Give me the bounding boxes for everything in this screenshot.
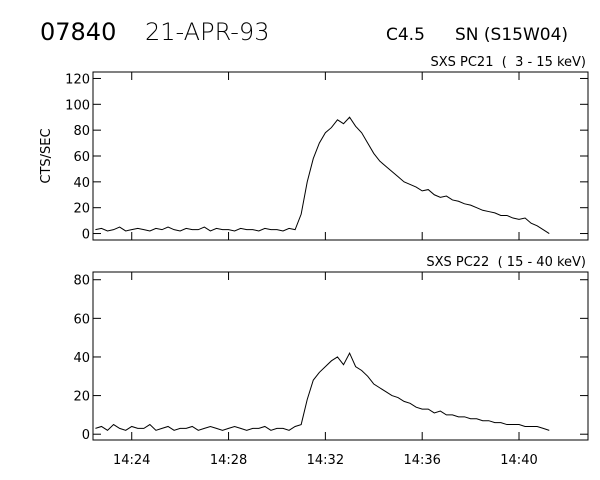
x-tick-label: 14:40 — [500, 453, 537, 468]
panel-title: SXS PC22 ( 15 - 40 keV) — [426, 255, 586, 270]
y-tick-label: 20 — [73, 390, 90, 405]
data-line — [95, 351, 550, 431]
plot-frame — [92, 271, 589, 441]
data-line — [95, 116, 550, 234]
x-tick-label: 14:36 — [403, 453, 440, 468]
event-id: 07840 — [40, 18, 116, 46]
y-axis-label: CTS/SEC — [39, 128, 54, 183]
y-tick-label: 60 — [73, 150, 90, 165]
y-tick-label: 0 — [82, 228, 90, 243]
flare-location: SN (S15W04) — [455, 25, 568, 45]
x-tick-label: 14:28 — [210, 453, 247, 468]
y-tick-label: 40 — [73, 351, 90, 366]
plot-frame — [92, 71, 589, 241]
y-tick-label: 40 — [73, 176, 90, 191]
flare-class: C4.5 — [386, 25, 425, 45]
y-tick-label: 100 — [65, 98, 90, 113]
y-tick-label: 80 — [73, 274, 90, 289]
x-tick-label: 14:24 — [113, 453, 150, 468]
panel-title: SXS PC21 ( 3 - 15 keV) — [430, 55, 586, 70]
y-tick-label: 120 — [65, 72, 90, 87]
x-tick-label: 14:32 — [307, 453, 344, 468]
y-tick-label: 20 — [73, 202, 90, 217]
event-date: 21-APR-93 — [145, 18, 269, 46]
y-tick-label: 60 — [73, 312, 90, 327]
y-tick-label: 0 — [82, 428, 90, 443]
y-tick-label: 80 — [73, 124, 90, 139]
